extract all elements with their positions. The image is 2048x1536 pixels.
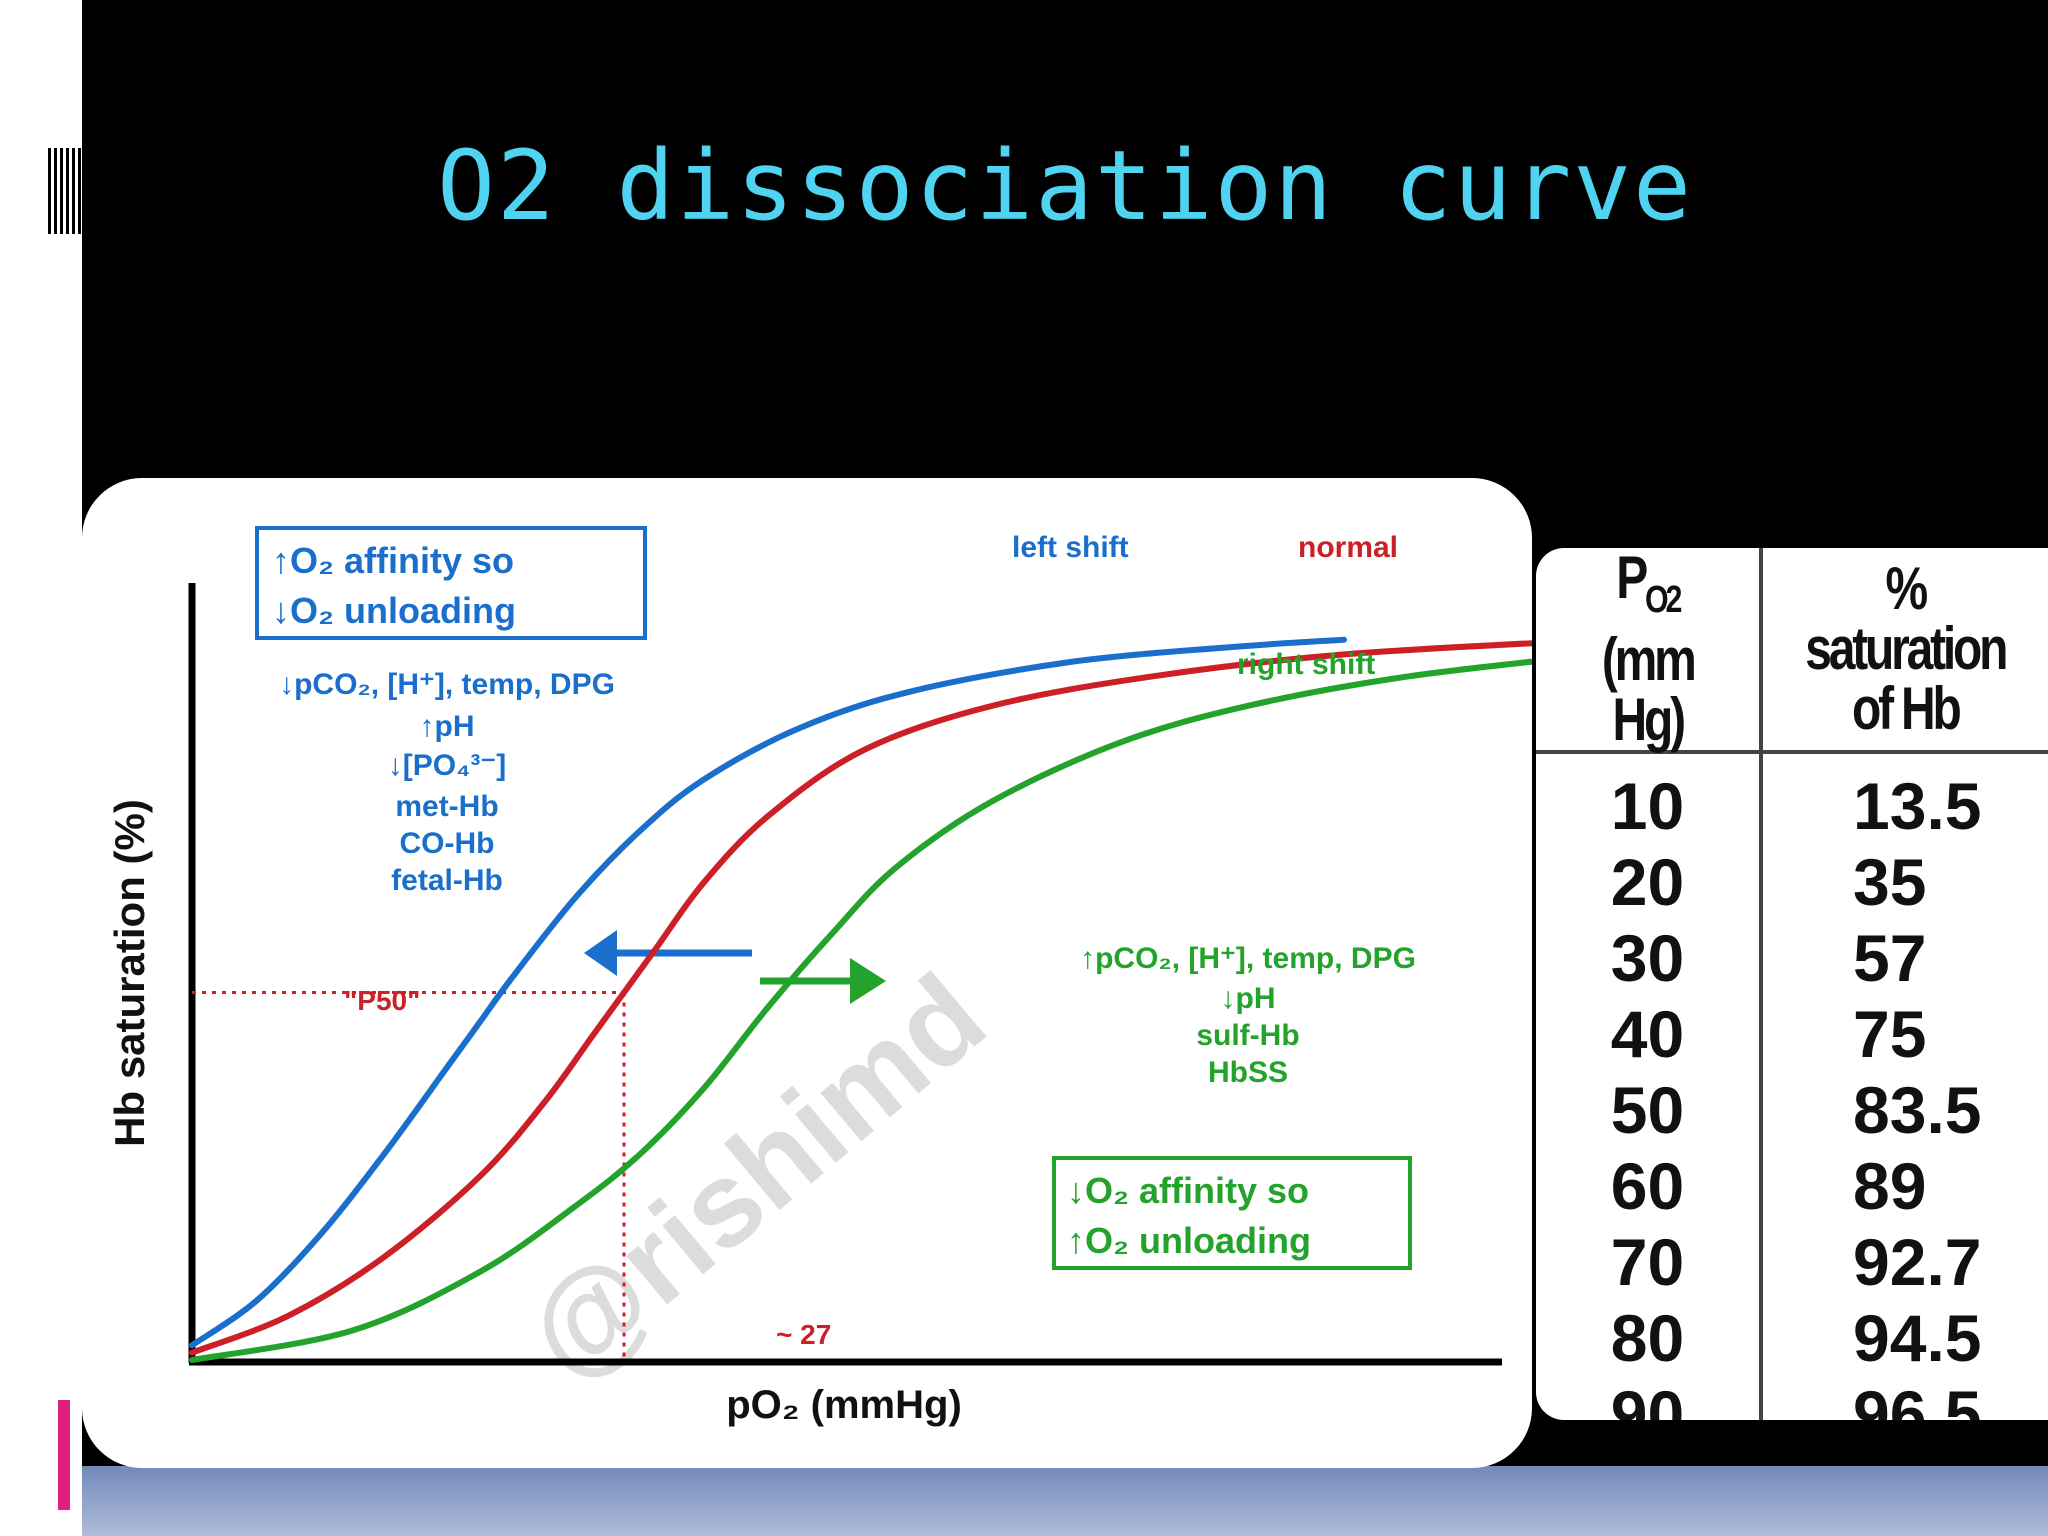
left-box-line1: ↑O₂ affinity so [272, 540, 514, 581]
saturation-cell: 94.5 [1853, 1301, 1982, 1375]
left-factor: ↑pH [420, 710, 475, 743]
saturation-cell: 92.7 [1853, 1225, 1982, 1299]
right-factor: sulf-Hb [1196, 1019, 1299, 1052]
series-label-right-shift: right shift [1237, 648, 1375, 681]
dissociation-chart: @rishimd Hb saturation (%) pO₂ (mmHg) "P… [106, 526, 1532, 1427]
table-body: 10 13.5 20 35 30 57 40 75 50 83.5 60 89 70 92.7 80 94.5… [1536, 752, 2048, 1420]
po2-cell: 60 [1536, 1148, 1764, 1224]
x-axis-label: pO₂ (mmHg) [726, 1383, 962, 1427]
left-factor: CO-Hb [400, 827, 495, 860]
right-box-line1: ↓O₂ affinity so [1067, 1170, 1309, 1211]
left-shift-arrowhead [584, 930, 617, 976]
saturation-table-card: PO2 (mm Hg) % saturation of Hb 10 13.5 20 3… [1536, 548, 2048, 1420]
series-label-normal: normal [1298, 531, 1398, 564]
table-row: 90 96.5 [1536, 1376, 2048, 1420]
pink-accent-bar [58, 1400, 70, 1510]
table-row: 80 94.5 [1536, 1300, 2048, 1376]
annotation-layer: "P50" ~ 27 [192, 930, 886, 1360]
po2-cell: 20 [1536, 844, 1764, 920]
left-factor: fetal-Hb [391, 864, 503, 897]
series-label-left-shift: left shift [1012, 531, 1129, 564]
p50-x-label: ~ 27 [776, 1319, 831, 1350]
right-factor: ↓pH [1221, 982, 1276, 1015]
slide-title: O2 dissociation curve [437, 130, 1693, 242]
p50-label: "P50" [344, 985, 420, 1016]
labels-layer: left shift normal right shift ↑O₂ affinity … [255, 526, 1416, 1270]
table-row: 30 57 [1536, 920, 2048, 996]
curve-right-shift [189, 658, 1532, 1363]
left-box-line2: ↓O₂ unloading [272, 590, 516, 631]
curve-left-shift [189, 636, 1347, 1349]
left-decor-strip [0, 0, 82, 1536]
po2-header: PO2 (mm Hg) [1558, 548, 1741, 754]
barcode-decoration [48, 148, 82, 234]
right-box-line2: ↑O₂ unloading [1067, 1220, 1311, 1261]
left-factor: ↓[PO₄³⁻] [388, 749, 506, 782]
table-row: 40 75 [1536, 996, 2048, 1072]
saturation-table: PO2 (mm Hg) % saturation of Hb 10 13.5 20 3… [1536, 548, 2048, 1420]
y-axis-label: Hb saturation (%) [106, 799, 153, 1147]
po2-cell: 10 [1536, 752, 1764, 844]
po2-cell: 40 [1536, 996, 1764, 1072]
axes [188, 583, 1502, 1366]
right-factor: HbSS [1208, 1056, 1288, 1089]
left-factor: ↓pCO₂, [H⁺], temp, DPG [279, 668, 615, 701]
po2-cell: 50 [1536, 1072, 1764, 1148]
right-factor: ↑pCO₂, [H⁺], temp, DPG [1080, 942, 1416, 975]
po2-cell: 30 [1536, 920, 1764, 996]
po2-cell: 70 [1536, 1224, 1764, 1300]
table-row: 20 35 [1536, 844, 2048, 920]
chart-card: @rishimd Hb saturation (%) pO₂ (mmHg) "P… [82, 478, 1532, 1468]
curve-normal [189, 640, 1532, 1356]
left-factor: met-Hb [395, 790, 498, 823]
watermark-text: @rishimd [502, 948, 1010, 1404]
left-affinity-box [255, 526, 647, 640]
po2-cell: 80 [1536, 1300, 1764, 1376]
right-shift-arrowhead [850, 958, 886, 1004]
table-row: 70 92.7 [1536, 1224, 2048, 1300]
saturation-cell: 89 [1853, 1149, 1927, 1223]
po2-cell: 90 [1536, 1376, 1764, 1420]
watermark-layer: @rishimd [502, 948, 1010, 1404]
saturation-cell: 75 [1853, 997, 1927, 1071]
table-row: 60 89 [1536, 1148, 2048, 1224]
saturation-cell: 96.5 [1853, 1377, 1982, 1420]
curves-layer [189, 636, 1532, 1363]
right-affinity-box [1052, 1156, 1412, 1270]
saturation-header: % saturation of Hb [1789, 548, 2020, 754]
reflection-band [82, 1466, 2048, 1536]
saturation-cell: 35 [1853, 845, 1927, 919]
saturation-cell: 83.5 [1853, 1073, 1982, 1147]
table-row: 10 13.5 [1536, 752, 2048, 844]
saturation-cell: 13.5 [1853, 769, 1982, 843]
table-row: 50 83.5 [1536, 1072, 2048, 1148]
saturation-cell: 57 [1853, 921, 1927, 995]
